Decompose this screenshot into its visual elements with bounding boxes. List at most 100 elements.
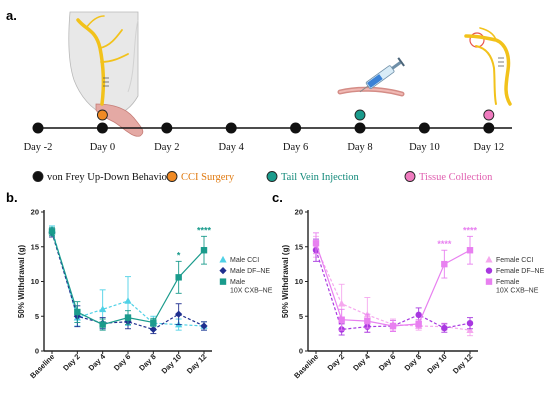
data-point — [485, 255, 493, 263]
y-tick-label: 0 — [35, 347, 39, 356]
y-axis-title: 50% Withdrawal (g) — [281, 245, 290, 319]
y-tick-label: 15 — [31, 242, 39, 251]
data-point — [99, 305, 107, 313]
panel-label-a: a. — [6, 8, 17, 23]
x-tick-label: Day 4 — [351, 351, 372, 372]
legend-entry-label: Male DF–NE — [230, 268, 270, 275]
timeline-day-label: Day 4 — [219, 142, 245, 153]
data-point — [124, 314, 132, 321]
timeline-marker — [418, 122, 430, 134]
y-tick-label: 10 — [31, 277, 39, 286]
y-tick-label: 10 — [295, 277, 303, 286]
y-tick-label: 0 — [299, 347, 303, 356]
legend-marker — [166, 171, 178, 182]
event-marker — [483, 109, 495, 121]
data-point — [338, 299, 346, 307]
timeline-marker — [354, 122, 366, 134]
timeline-marker — [290, 122, 302, 134]
data-point — [200, 247, 208, 254]
timeline: Day -2 Day 0 Day 2 Day 4 Day 6 Day 8 Day 10 Day… — [24, 109, 512, 153]
timeline-day-label: Day 0 — [90, 142, 115, 153]
legend-marker — [266, 171, 278, 182]
timeline-marker — [483, 122, 495, 134]
significance-marker: **** — [463, 225, 478, 235]
nerve-tissue-icon — [464, 27, 512, 106]
x-tick-label: Day 2 — [61, 352, 82, 373]
y-axis-title: 50% Withdrawal (g) — [17, 245, 26, 319]
legend-marker — [32, 171, 44, 182]
data-point — [175, 274, 182, 281]
x-tick-label: Baseline — [292, 352, 320, 380]
y-tick-label: 5 — [35, 312, 39, 321]
timeline-day-label: Day 8 — [347, 142, 372, 153]
x-tick-label: Day 10 — [160, 352, 183, 375]
x-tick-label: Day 8 — [137, 352, 158, 373]
data-point — [219, 267, 227, 275]
data-point — [124, 297, 132, 304]
legend-entry-label: Male — [230, 279, 245, 286]
data-point — [485, 267, 493, 274]
data-point — [312, 240, 320, 247]
timeline-marker — [161, 122, 173, 134]
event-marker — [96, 109, 108, 121]
legend-label: Tail Vein Injection — [281, 172, 360, 183]
data-point — [338, 316, 345, 323]
panel-label-b: b. — [6, 190, 18, 205]
data-point — [389, 322, 397, 330]
timeline-day-label: Day 10 — [409, 142, 440, 153]
data-point — [466, 326, 474, 333]
legend-label: CCI Surgery — [181, 172, 235, 183]
syringe-icon — [337, 57, 405, 97]
timeline-marker — [32, 122, 44, 134]
series — [312, 232, 474, 332]
y-tick-label: 5 — [299, 312, 303, 321]
legend-entry-label: Female — [496, 279, 519, 286]
x-tick-label: Day 6 — [377, 352, 398, 373]
legend-entry-label: Female CCI — [496, 257, 533, 264]
legend-marker — [404, 171, 416, 182]
data-point — [200, 322, 208, 330]
x-tick-label: Day 12 — [451, 352, 474, 375]
data-point — [150, 319, 157, 326]
data-point — [466, 320, 474, 327]
event-marker — [354, 109, 366, 121]
timeline-day-label: Day 2 — [154, 142, 179, 153]
data-point — [364, 317, 371, 325]
x-tick-label: Day 2 — [326, 352, 347, 373]
data-point — [415, 320, 422, 328]
timeline-day-label: Day -2 — [24, 142, 53, 153]
data-point — [415, 311, 422, 319]
x-tick-label: Day 4 — [87, 351, 108, 372]
x-tick-label: Day 12 — [185, 352, 208, 375]
data-point — [219, 278, 227, 285]
legend-entry-label: Male CCI — [230, 257, 259, 264]
x-tick-label: Day 8 — [403, 352, 424, 373]
y-tick-label: 20 — [295, 208, 303, 217]
data-point — [219, 255, 227, 263]
legend-entry-label: Female DF–NE — [496, 268, 545, 275]
significance-marker: * — [177, 250, 181, 260]
timeline-day-label: Day 6 — [283, 142, 308, 153]
legend-label: Tissue Collection — [419, 172, 493, 183]
x-tick-label: Day 6 — [112, 352, 133, 373]
y-tick-label: 15 — [295, 242, 303, 251]
data-point — [74, 308, 81, 316]
timeline-marker — [225, 122, 237, 134]
x-tick-label: Baseline — [28, 352, 56, 380]
data-point — [485, 278, 493, 285]
timeline-marker — [96, 122, 108, 134]
data-point — [99, 321, 106, 328]
timeline-legend: von Frey Up-Down Behavior CCI Surgery Tail… — [32, 171, 493, 183]
timeline-day-label: Day 12 — [473, 142, 504, 153]
data-point — [48, 228, 56, 235]
y-tick-label: 20 — [31, 208, 39, 217]
legend-entry-label: 10X CXB–NE — [496, 288, 539, 295]
data-point — [175, 310, 183, 318]
data-point — [441, 324, 448, 332]
data-point — [149, 325, 157, 334]
legend-label: von Frey Up-Down Behavior — [47, 172, 171, 183]
significance-marker: **** — [197, 225, 212, 235]
